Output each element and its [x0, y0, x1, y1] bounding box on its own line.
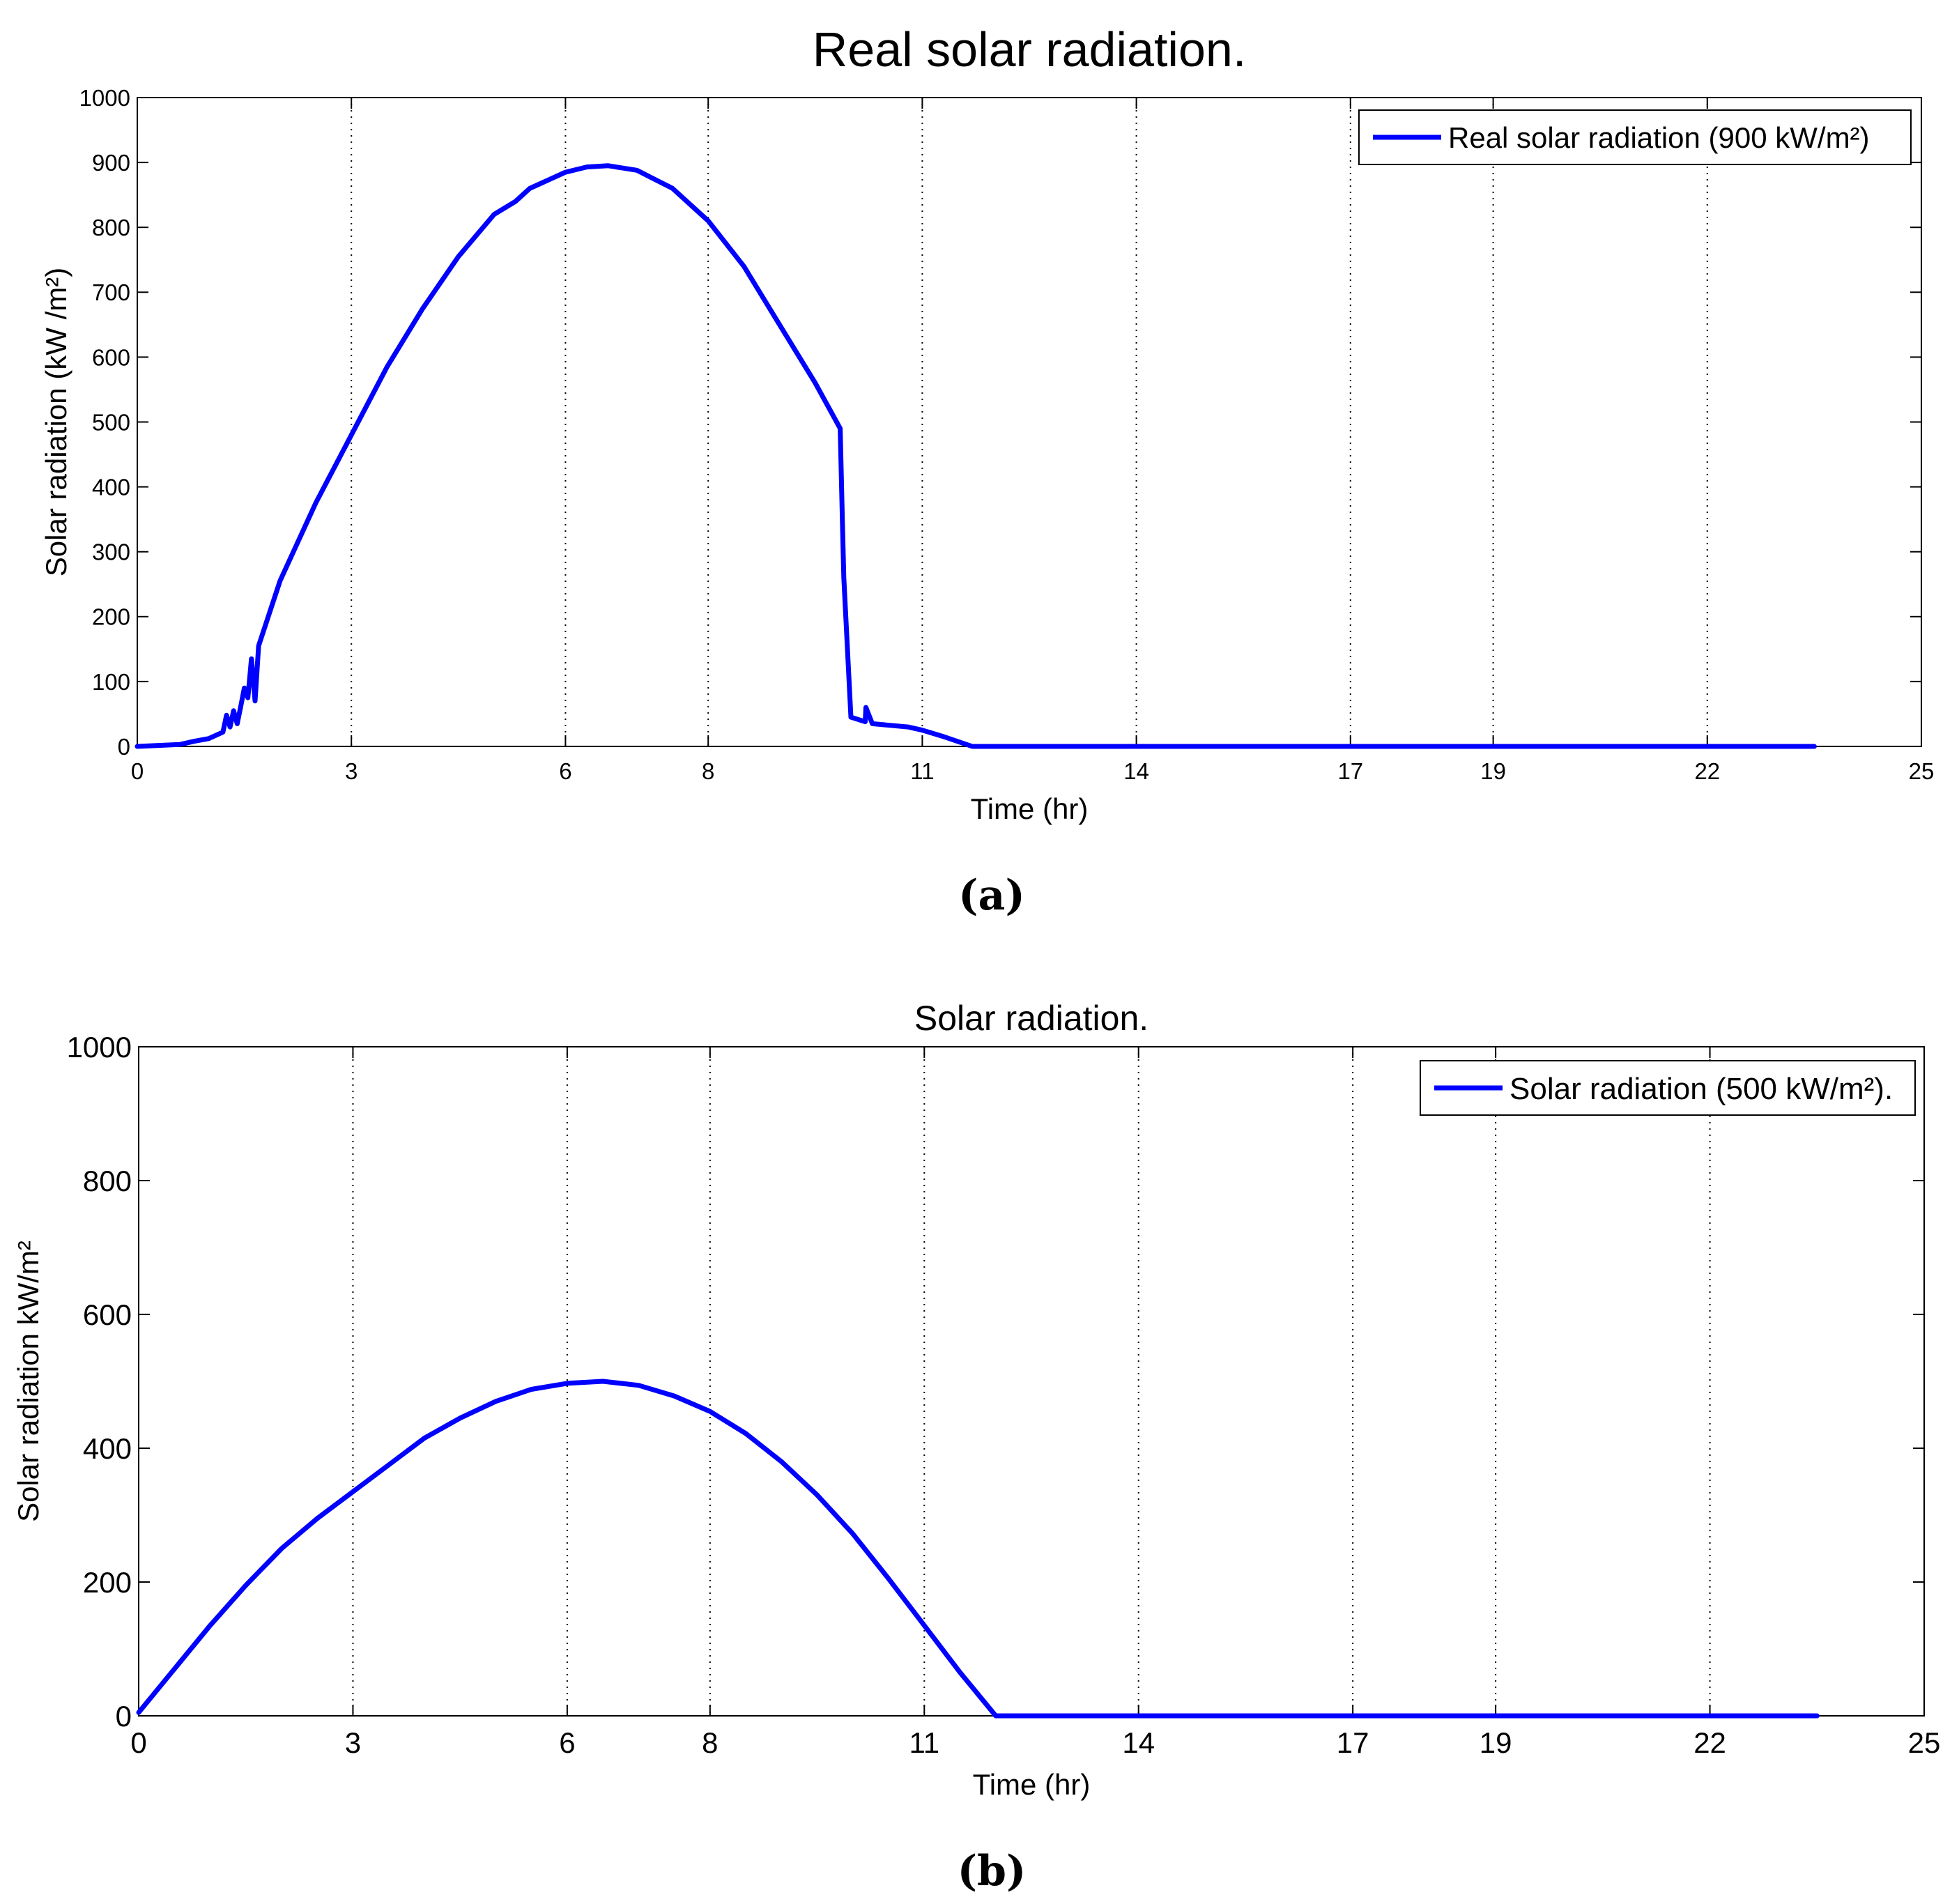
chart-title: Solar radiation.: [914, 999, 1148, 1038]
y-tick-label: 400: [83, 1432, 132, 1465]
figure-caption: (a): [958, 871, 1025, 920]
legend-label: Solar radiation (500 kW/m²).: [1509, 1072, 1893, 1106]
y-tick-label: 400: [92, 474, 130, 500]
x-tick-label: 17: [1337, 758, 1363, 784]
x-tick-label: 0: [130, 1726, 146, 1759]
legend-box: [1358, 109, 1912, 165]
legend-label: Real solar radiation (900 kW/m²): [1448, 121, 1870, 154]
y-tick-label: 1000: [79, 85, 130, 111]
y-tick-label: 300: [92, 539, 130, 565]
x-tick-label: 6: [559, 758, 571, 784]
x-tick-label: 0: [131, 758, 144, 784]
y-tick-label: 100: [92, 669, 130, 695]
series-line: [136, 1379, 1820, 1719]
x-axis-label: Time (hr): [973, 1768, 1091, 1801]
x-tick-label: 14: [1122, 1726, 1155, 1759]
x-tick-label: 25: [1909, 758, 1935, 784]
y-tick-label: 0: [116, 1700, 132, 1733]
y-tick-label: 700: [92, 279, 130, 305]
y-axis-label: Solar radiation (kW /m²): [40, 268, 72, 576]
y-tick-label: 1000: [67, 1031, 132, 1064]
legend-box: [1420, 1060, 1916, 1116]
x-tick-label: 17: [1337, 1726, 1369, 1759]
x-tick-label: 22: [1693, 1726, 1726, 1759]
y-tick-label: 900: [92, 150, 130, 176]
x-tick-label: 11: [909, 1726, 939, 1759]
x-tick-label: 11: [910, 758, 934, 784]
x-tick-label: 3: [345, 1726, 361, 1759]
series-line: [135, 163, 1817, 749]
figure-caption: (b): [958, 1847, 1027, 1896]
x-tick-label: 25: [1908, 1726, 1941, 1759]
y-axis-label: Solar radiation kW/m²: [12, 1241, 45, 1522]
y-tick-label: 600: [92, 344, 130, 370]
y-tick-label: 500: [92, 409, 130, 435]
x-tick-label: 8: [702, 1726, 718, 1759]
y-tick-label: 800: [92, 215, 130, 240]
x-tick-label: 8: [702, 758, 714, 784]
x-axis-label: Time (hr): [971, 792, 1089, 825]
y-tick-label: 200: [92, 604, 130, 630]
x-tick-label: 22: [1694, 758, 1720, 784]
chart-title: Real solar radiation.: [813, 22, 1247, 77]
y-tick-label: 800: [83, 1165, 132, 1197]
x-tick-label: 19: [1480, 1726, 1512, 1759]
x-tick-label: 6: [559, 1726, 575, 1759]
x-tick-label: 14: [1123, 758, 1149, 784]
y-tick-label: 600: [83, 1298, 132, 1331]
x-tick-label: 3: [345, 758, 358, 784]
chart-b: Solar radiation. 0 3 6 8 11 14 17 19 22 25 0 200 400 6…: [12, 999, 1940, 1896]
x-tick-label: 19: [1480, 758, 1506, 784]
y-tick-label: 0: [118, 734, 130, 760]
chart-a: Real solar radiation. 0 3 6 8 11 14 17 19 22 25 0 10…: [40, 22, 1934, 920]
y-tick-label: 200: [83, 1566, 132, 1599]
